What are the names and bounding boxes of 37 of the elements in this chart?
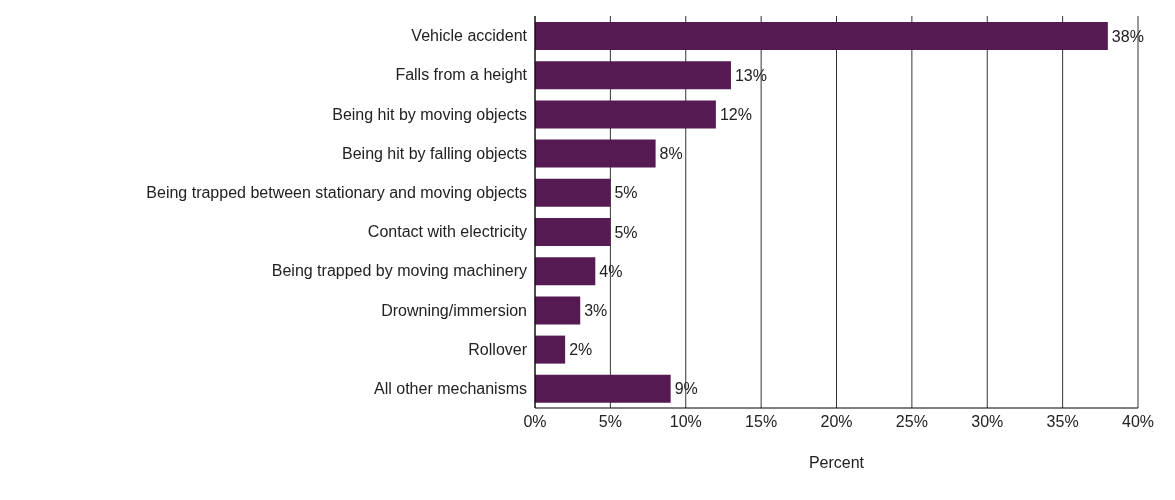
y-tick-label: Vehicle accident	[411, 27, 528, 45]
x-tick-label: 20%	[820, 413, 853, 431]
bar	[535, 374, 671, 403]
data-label: 3%	[584, 302, 608, 320]
bar	[535, 61, 731, 90]
bar	[535, 257, 596, 286]
x-tick-label: 5%	[598, 413, 622, 431]
x-tick-label: 30%	[971, 413, 1004, 431]
bar	[535, 100, 716, 129]
bar	[535, 218, 611, 246]
x-tick-label: 40%	[1121, 413, 1155, 431]
x-tick-label: 25%	[895, 413, 928, 431]
bar	[535, 22, 1108, 50]
y-tick-label: Drowning/immersion	[381, 301, 527, 319]
y-tick-label: All other mechanisms	[374, 380, 527, 398]
data-label: 12%	[719, 106, 752, 124]
data-label: 5%	[614, 184, 638, 202]
data-label: 2%	[569, 341, 593, 359]
data-label: 5%	[614, 223, 638, 241]
x-tick-label: 10%	[669, 413, 702, 431]
bar	[535, 335, 566, 364]
y-tick-label: Contact with electricity	[367, 223, 527, 241]
y-tick-label: Being trapped by moving machinery	[271, 262, 527, 280]
bar	[535, 296, 581, 325]
data-label: 8%	[659, 145, 683, 163]
y-tick-label: Falls from a height	[395, 66, 528, 84]
x-tick-label: 15%	[745, 413, 778, 431]
data-label: 38%	[1111, 27, 1144, 45]
y-tick-label: Being hit by falling objects	[342, 144, 527, 162]
bar	[535, 139, 656, 168]
y-tick-label: Being hit by moving objects	[332, 105, 527, 123]
x-tick-label: 35%	[1046, 413, 1079, 431]
y-tick-label: Being trapped between stationary and moving objects	[146, 184, 527, 202]
x-axis-title: Percent	[808, 454, 865, 471]
bar	[535, 178, 611, 207]
y-tick-label: Rollover	[468, 340, 528, 358]
x-tick-label: 0%	[523, 413, 547, 431]
